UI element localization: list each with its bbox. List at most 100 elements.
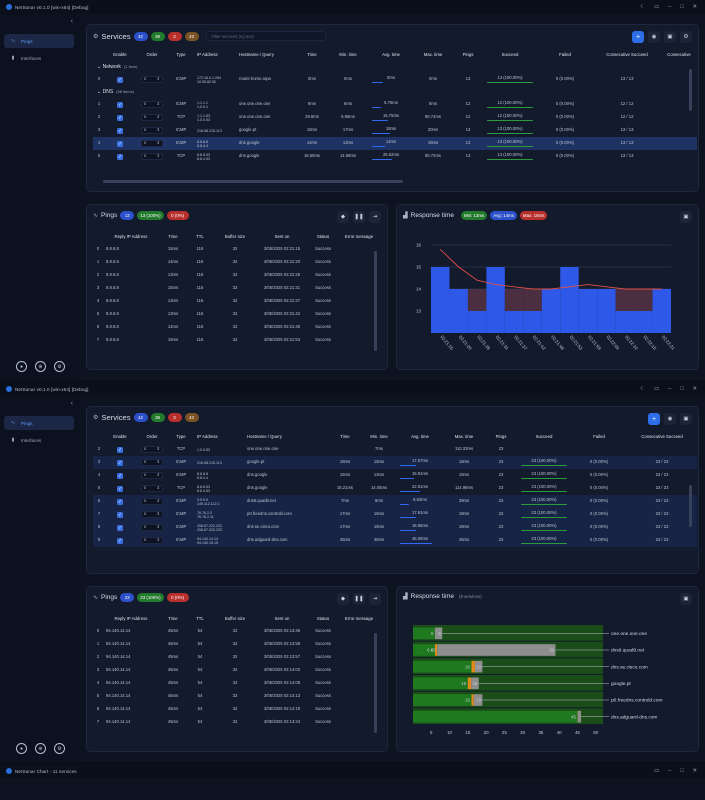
enable-checkbox[interactable]: ✓ [117, 511, 123, 518]
column-header[interactable]: Consecutive Succeed [606, 51, 648, 57]
service-row[interactable]: 2 ✓ 0 ⇕ TCP 1.1.1.53 1.0.0.53 one.one.one.one 29… [93, 111, 697, 124]
pin-icon[interactable]: ▭ [654, 4, 660, 10]
stepper-arrows-icon[interactable]: ⇕ [156, 76, 160, 82]
minimize-button[interactable]: – [668, 386, 672, 392]
export-button[interactable]: ▣ [680, 413, 692, 425]
order-stepper[interactable]: 0 ⇕ [141, 498, 163, 505]
column-header[interactable]: Consecutive [667, 51, 691, 57]
column-header[interactable] [93, 229, 103, 243]
minimize-button[interactable]: – [668, 4, 672, 10]
ping-row[interactable]: 4 8.8.8.8 13ms 116 32 3/05/2025 02:21:37 Succe… [93, 295, 379, 308]
service-row[interactable]: 4 ✓ 0 ⇕ ICMP 8.8.8.8 8.8.4.4 dns.google 15ms 13ms… [93, 469, 697, 482]
column-header[interactable]: Enable [113, 51, 127, 57]
ping-row[interactable]: 4 94.140.14.14 45ms 54 32 3/05/2025 02:14:08 S… [93, 677, 379, 690]
settings-button[interactable]: ⚙ [680, 31, 692, 43]
enable-checkbox[interactable]: ✓ [117, 524, 123, 531]
column-header[interactable]: Time [168, 615, 178, 621]
ping-row[interactable]: 0 8.8.8.8 15ms 116 32 3/05/2025 02:21:15 Succe… [93, 243, 379, 256]
stepper-arrows-icon[interactable]: ⇕ [156, 524, 160, 530]
order-stepper[interactable]: 0 ⇕ [141, 524, 163, 531]
order-stepper[interactable]: 0 ⇕ [141, 140, 163, 147]
column-header[interactable]: Succeed [535, 433, 553, 439]
column-header[interactable]: Max. time [423, 51, 443, 57]
stepper-arrows-icon[interactable]: ⇕ [156, 114, 160, 120]
enable-checkbox[interactable]: ✓ [117, 101, 123, 108]
service-row[interactable]: 4 ✓ 0 ⇕ ICMP 8.8.8.8 8.8.4.4 dns.google 14ms 13ms… [93, 137, 697, 150]
nav-item-interfaces[interactable]: ▮ Interfaces [4, 51, 74, 65]
help-icon[interactable]: ⊕ [35, 361, 46, 372]
enable-checkbox[interactable]: ✓ [117, 485, 123, 492]
service-row[interactable]: 3 ✓ 0 ⇕ ICMP 216.58.215.113 google.pt 18ms 15ms 1… [93, 456, 697, 469]
column-header[interactable]: Hostname / Query [247, 433, 282, 439]
order-stepper[interactable]: 0 ⇕ [141, 114, 163, 121]
column-header[interactable]: Max. time [454, 433, 474, 439]
enable-checkbox[interactable]: ✓ [117, 140, 123, 147]
service-row[interactable]: 8 ✓ 0 ⇕ ICMP 208.67.222.222 208.67.220.220 dns.… [93, 521, 697, 534]
refresh-button[interactable]: ◉ [648, 31, 660, 43]
column-header[interactable]: Hostname / Query [239, 51, 274, 57]
chart-export-button[interactable]: ▣ [680, 593, 692, 605]
ping-row[interactable]: 2 8.8.8.8 13ms 116 32 3/05/2025 02:21:26 Succe… [93, 269, 379, 282]
column-header[interactable]: Consecutive Succeed [641, 433, 683, 439]
maximize-button[interactable]: □ [680, 4, 684, 10]
export-pings-button[interactable]: ⇥ [369, 593, 381, 605]
close-button[interactable]: ✕ [692, 386, 697, 392]
service-row[interactable]: 7 ✓ 0 ⇕ ICMP 76.76.2.0 76.76.2.11 p0.freedns.co… [93, 508, 697, 521]
stepper-arrows-icon[interactable]: ⇕ [156, 446, 160, 452]
expand-chevron-icon[interactable]: ⌄ [97, 63, 103, 70]
expand-chevron-icon[interactable]: ⌄ [97, 88, 103, 95]
column-header[interactable]: Pings [495, 433, 507, 439]
column-header[interactable]: IP Address [197, 51, 218, 57]
github-icon[interactable]: ● [16, 743, 27, 754]
stepper-arrows-icon[interactable]: ⇕ [156, 101, 160, 107]
stepper-arrows-icon[interactable]: ⇕ [156, 498, 160, 504]
service-row[interactable]: 0 ✓ 0 ⇕ ICMP 172.16.0.1.254 10.55.82.50 router.… [93, 73, 697, 86]
enable-checkbox[interactable]: ✓ [117, 446, 123, 453]
clear-button[interactable]: ◆ [337, 593, 349, 605]
column-header[interactable]: Buffer size [224, 233, 246, 239]
column-header[interactable]: Min. time [370, 433, 388, 439]
column-header[interactable]: Failed [559, 51, 571, 57]
column-header[interactable]: Status [316, 233, 330, 239]
service-row[interactable]: 3 ✓ 0 ⇕ ICMP 216.58.215.113 google.pt 18ms 17ms 1… [93, 124, 697, 137]
minimize-button[interactable]: – [668, 768, 672, 774]
service-row[interactable]: 2 ✓ 0 ⇕ TCP 1.0.0.53 one.one.one.one 7ms 110.33m… [93, 443, 697, 456]
chart-export-button[interactable]: ▣ [680, 211, 692, 223]
column-header[interactable]: IP Address [197, 433, 218, 439]
collapse-sidebar-icon[interactable]: ‹ [70, 18, 73, 25]
order-stepper[interactable]: 0 ⇕ [141, 537, 163, 544]
enable-checkbox[interactable]: ✓ [117, 472, 123, 479]
theme-toggle-icon[interactable]: ☾ [640, 386, 646, 392]
add-service-button[interactable]: + [632, 31, 644, 43]
column-header[interactable]: TTL [196, 615, 204, 621]
maximize-button[interactable]: □ [680, 768, 684, 774]
column-header[interactable]: Type [176, 51, 186, 57]
column-header[interactable]: Reply IP Address [114, 233, 148, 239]
github-icon[interactable]: ● [16, 361, 27, 372]
stepper-arrows-icon[interactable]: ⇕ [156, 485, 160, 491]
group-header-row[interactable]: ⌄ Network (1 item) [93, 61, 697, 73]
column-header[interactable]: TTL [196, 233, 204, 239]
column-header[interactable]: Min. time [339, 51, 357, 57]
column-header[interactable]: Type [176, 433, 186, 439]
column-header[interactable]: Time [340, 433, 350, 439]
close-button[interactable]: ✕ [692, 768, 697, 774]
ping-row[interactable]: 7 8.8.8.8 15ms 116 32 3/05/2025 02:21:53 Succe… [93, 334, 379, 347]
refresh-button[interactable]: ◉ [664, 413, 676, 425]
column-header[interactable]: Order [146, 51, 158, 57]
enable-checkbox[interactable]: ✓ [117, 76, 123, 83]
pin-icon[interactable]: ▭ [654, 386, 660, 392]
ping-row[interactable]: 3 8.8.8.8 15ms 116 32 3/05/2025 02:21:31 Succe… [93, 282, 379, 295]
nav-item-pings[interactable]: ∿ Pings [4, 34, 74, 48]
enable-checkbox[interactable]: ✓ [117, 127, 123, 134]
column-header[interactable]: Status [316, 615, 330, 621]
stepper-arrows-icon[interactable]: ⇕ [156, 537, 160, 543]
column-header[interactable]: Failed [593, 433, 605, 439]
column-header[interactable]: Time [307, 51, 317, 57]
column-header[interactable]: Error message [344, 615, 374, 621]
enable-checkbox[interactable]: ✓ [117, 153, 123, 160]
add-service-button[interactable]: + [648, 413, 660, 425]
column-header[interactable]: Time [168, 233, 178, 239]
ping-row[interactable]: 7 94.140.14.14 45ms 54 32 3/05/2025 02:14:24 S… [93, 716, 379, 729]
settings-icon[interactable]: ⚙ [54, 743, 65, 754]
